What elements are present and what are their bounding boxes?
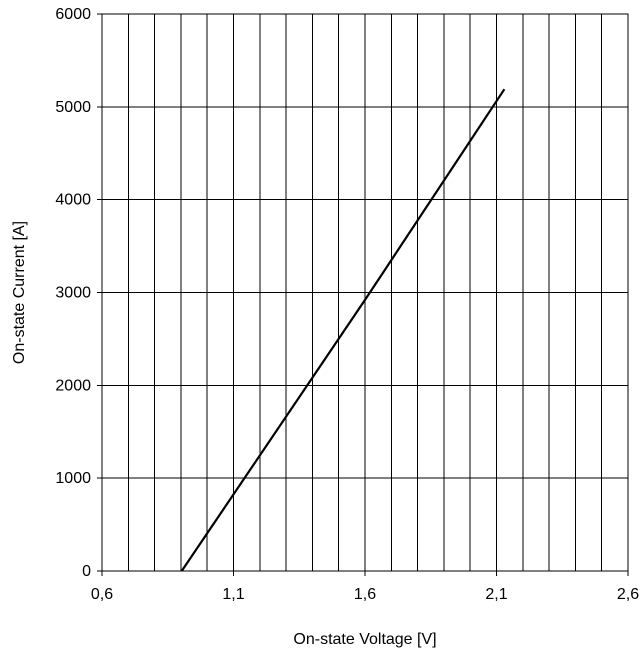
x-tick-labels: 0,6 1,1 1,6 2,1 2,6	[91, 586, 639, 603]
x-tick-label: 2,1	[485, 586, 507, 603]
x-tick-label: 0,6	[91, 586, 113, 603]
x-tick-label: 2,6	[617, 586, 639, 603]
series-line	[180, 88, 506, 572]
series-layer	[180, 88, 506, 572]
y-tick-label: 6000	[55, 6, 91, 23]
y-tick-label: 3000	[55, 285, 91, 302]
y-axis-title: On-state Current [A]	[11, 221, 28, 364]
y-tick-label: 5000	[55, 99, 91, 116]
y-tick-label: 1000	[55, 470, 91, 487]
x-axis-title: On-state Voltage [V]	[293, 631, 436, 648]
x-tick-label: 1,6	[354, 586, 376, 603]
y-tick-label: 2000	[55, 377, 91, 394]
y-tick-labels: 0 1000 2000 3000 4000 5000 6000	[55, 6, 91, 580]
y-tick-label: 4000	[55, 192, 91, 209]
axis-ticks	[97, 13, 629, 576]
y-tick-label: 0	[82, 563, 91, 580]
grid	[102, 14, 628, 571]
x-tick-label: 1,1	[222, 586, 244, 603]
